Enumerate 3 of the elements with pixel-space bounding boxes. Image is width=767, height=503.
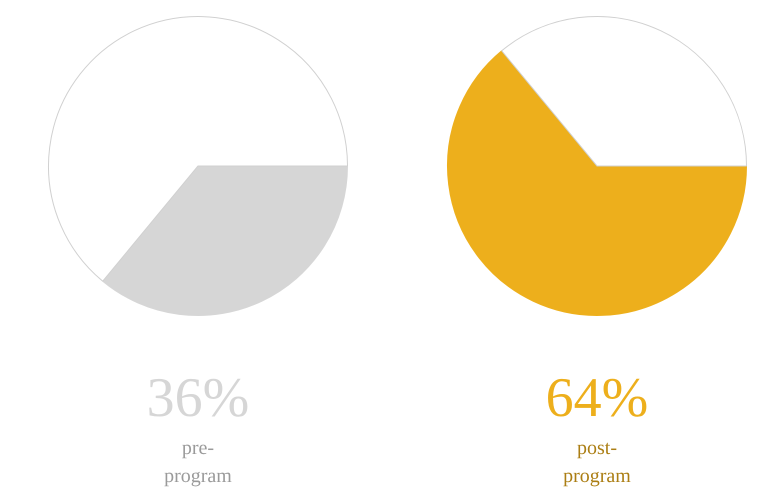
slice-label: post-program (562, 436, 632, 489)
slice-label: pre-program (163, 436, 233, 489)
data-label: 64% (544, 367, 650, 429)
